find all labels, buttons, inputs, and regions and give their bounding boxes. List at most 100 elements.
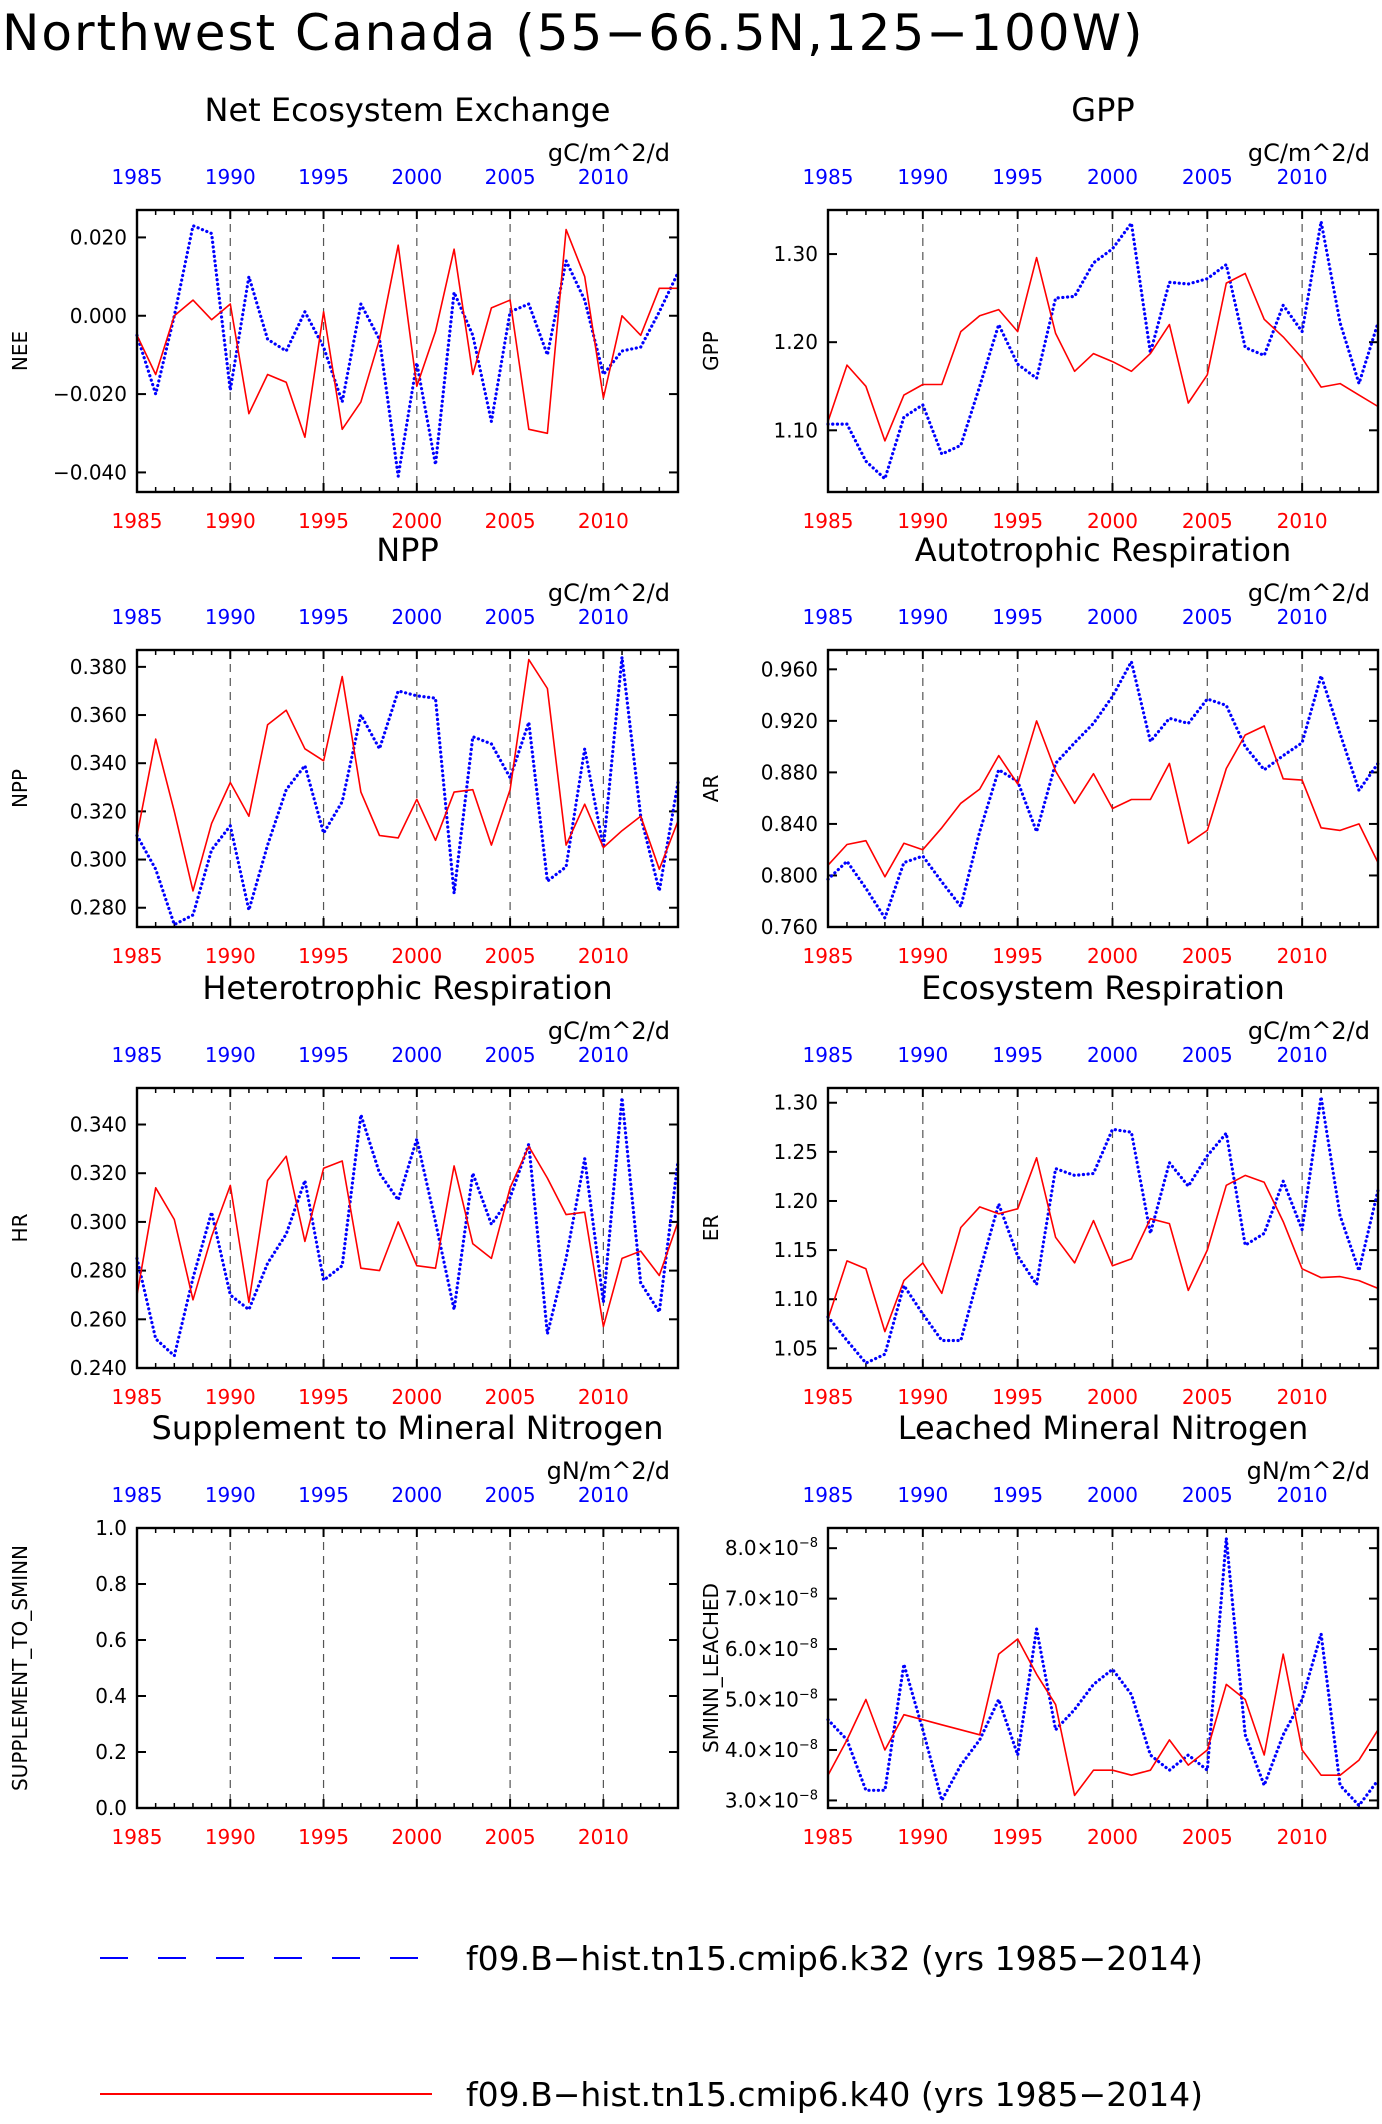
x-tick-label-bottom: 1985 bbox=[112, 509, 163, 533]
y-tick-label: 1.20 bbox=[773, 330, 818, 354]
x-tick-label-top: 1995 bbox=[992, 165, 1043, 189]
y-axis-label-er: ER bbox=[699, 1215, 723, 1242]
series-line-k40 bbox=[827, 256, 1379, 442]
x-tick-label-top: 1990 bbox=[205, 1043, 256, 1067]
x-tick-label-top: 2000 bbox=[1087, 605, 1138, 629]
y-axis-label-nee: NEE bbox=[8, 331, 32, 371]
x-tick-label-bottom: 1990 bbox=[205, 944, 256, 968]
x-tick-label-top: 2010 bbox=[1277, 1043, 1328, 1067]
y-tick-label: 0.340 bbox=[70, 1113, 127, 1137]
y-tick-label: 1.0 bbox=[95, 1516, 127, 1540]
y-axis-label-sminn-leached: SMINN_LEACHED bbox=[699, 1583, 723, 1753]
x-tick-label-bottom: 2005 bbox=[485, 944, 536, 968]
panel-title-nee: Net Ecosystem Exchange bbox=[205, 91, 611, 129]
x-tick-label-bottom: 1995 bbox=[298, 509, 349, 533]
panel-er: Ecosystem Respiration gC/m^2/d 1985 1985 199… bbox=[699, 969, 1380, 1409]
x-tick-label-bottom: 1985 bbox=[803, 1825, 854, 1849]
panel-title-ar: Autotrophic Respiration bbox=[915, 531, 1292, 569]
panels-group: Net Ecosystem Exchange gC/m^2/d 1985 1985 19… bbox=[8, 91, 1380, 1849]
x-tick-label-top: 2010 bbox=[1277, 605, 1328, 629]
x-tick-label-bottom: 1985 bbox=[803, 1385, 854, 1409]
x-tick-label-top: 2005 bbox=[1182, 605, 1233, 629]
series-line-k40 bbox=[136, 1145, 679, 1328]
y-tick-label: 1.10 bbox=[773, 1287, 818, 1311]
panel-units-sminn-leached: gN/m^2/d bbox=[1247, 1457, 1370, 1485]
panel-units-ar: gC/m^2/d bbox=[1248, 579, 1370, 607]
y-tick-label: 1.10 bbox=[773, 418, 818, 442]
y-tick-label: 6.0×10−8 bbox=[725, 1637, 818, 1661]
y-tick-label: 1.20 bbox=[773, 1189, 818, 1213]
x-tick-label-bottom: 1995 bbox=[298, 1385, 349, 1409]
x-tick-label-bottom: 2005 bbox=[1182, 944, 1233, 968]
legend-label-k32: f09.B−hist.tn15.cmip6.k32 (yrs 1985−2014… bbox=[466, 1939, 1203, 1978]
x-tick-label-bottom: 2000 bbox=[391, 1825, 442, 1849]
x-tick-label-top: 1995 bbox=[992, 1043, 1043, 1067]
x-tick-label-bottom: 2010 bbox=[578, 509, 629, 533]
x-tick-label-top: 2005 bbox=[485, 1483, 536, 1507]
series-line-k32 bbox=[826, 219, 1380, 481]
y-tick-label: 0.300 bbox=[70, 848, 127, 872]
y-tick-label: 0.320 bbox=[70, 799, 127, 823]
y-tick-label: 0.840 bbox=[761, 812, 818, 836]
panel-units-hr: gC/m^2/d bbox=[548, 1017, 670, 1045]
y-tick-label: 0.8 bbox=[95, 1572, 127, 1596]
x-tick-label-top: 1995 bbox=[298, 1043, 349, 1067]
x-tick-label-bottom: 2010 bbox=[1277, 1385, 1328, 1409]
x-tick-label-bottom: 2005 bbox=[485, 509, 536, 533]
series-line-k40 bbox=[827, 1157, 1379, 1333]
series-line-k40 bbox=[136, 228, 678, 439]
x-tick-label-top: 2005 bbox=[485, 165, 536, 189]
y-tick-label: −0.020 bbox=[53, 382, 127, 406]
y-tick-label: 0.6 bbox=[95, 1628, 127, 1652]
x-tick-label-bottom: 1995 bbox=[298, 1825, 349, 1849]
x-tick-label-bottom: 2010 bbox=[1277, 1825, 1328, 1849]
x-tick-label-bottom: 1985 bbox=[803, 509, 854, 533]
y-tick-label: 8.0×10−8 bbox=[725, 1536, 818, 1560]
panel-title-gpp: GPP bbox=[1071, 91, 1134, 129]
x-tick-label-top: 2000 bbox=[391, 605, 442, 629]
series-line-k40 bbox=[136, 658, 679, 892]
x-tick-label-bottom: 1990 bbox=[897, 1825, 948, 1849]
x-tick-label-top: 2000 bbox=[1087, 1043, 1138, 1067]
series-line-k32 bbox=[135, 224, 680, 478]
x-tick-label-top: 1985 bbox=[112, 1043, 163, 1067]
x-tick-label-top: 2005 bbox=[485, 605, 536, 629]
x-tick-label-top: 2000 bbox=[1087, 1483, 1138, 1507]
x-tick-label-bottom: 2005 bbox=[1182, 1825, 1233, 1849]
x-tick-label-top: 2010 bbox=[578, 1043, 629, 1067]
panel-supplement-to-sminn: Supplement to Mineral Nitrogen gN/m^2/d 19… bbox=[8, 1409, 680, 1849]
y-tick-label: 1.15 bbox=[773, 1238, 818, 1262]
plot-frame bbox=[826, 208, 1380, 494]
plot-frame bbox=[826, 1086, 1380, 1370]
y-tick-label: 0.320 bbox=[70, 1161, 127, 1185]
x-tick-label-bottom: 1990 bbox=[897, 1385, 948, 1409]
x-tick-label-top: 1985 bbox=[112, 605, 163, 629]
x-tick-label-bottom: 2010 bbox=[1277, 944, 1328, 968]
x-tick-label-top: 1990 bbox=[205, 165, 256, 189]
series-line-k32 bbox=[826, 659, 1380, 920]
x-tick-label-bottom: 2000 bbox=[1087, 1825, 1138, 1849]
x-tick-label-top: 2000 bbox=[391, 1043, 442, 1067]
panel-sminn-leached: Leached Mineral Nitrogen gN/m^2/d 1985 1985… bbox=[699, 1409, 1380, 1849]
x-tick-label-top: 1985 bbox=[112, 165, 163, 189]
x-tick-label-bottom: 2010 bbox=[578, 1825, 629, 1849]
y-tick-label: 0.280 bbox=[70, 1259, 127, 1283]
x-tick-label-bottom: 2000 bbox=[391, 1385, 442, 1409]
panel-units-nee: gC/m^2/d bbox=[548, 139, 670, 167]
x-tick-label-top: 2005 bbox=[1182, 1483, 1233, 1507]
y-tick-label: 0.800 bbox=[761, 863, 818, 887]
x-tick-label-bottom: 1990 bbox=[205, 1385, 256, 1409]
x-tick-label-bottom: 2000 bbox=[391, 944, 442, 968]
y-tick-label: 0.880 bbox=[761, 760, 818, 784]
x-tick-label-top: 2005 bbox=[1182, 1043, 1233, 1067]
x-tick-label-bottom: 1985 bbox=[112, 1385, 163, 1409]
x-tick-label-top: 1985 bbox=[803, 1483, 854, 1507]
x-tick-label-bottom: 2000 bbox=[1087, 1385, 1138, 1409]
x-tick-label-bottom: 1990 bbox=[897, 944, 948, 968]
y-tick-label: 0.2 bbox=[95, 1740, 127, 1764]
x-tick-label-top: 1995 bbox=[992, 605, 1043, 629]
legend: f09.B−hist.tn15.cmip6.k32 (yrs 1985−2014… bbox=[100, 1939, 1203, 2114]
x-tick-label-top: 1985 bbox=[803, 605, 854, 629]
panel-units-er: gC/m^2/d bbox=[1248, 1017, 1370, 1045]
panel-gpp: GPP gC/m^2/d 1985 1985 1990 1990 1995 1995 2000 2… bbox=[699, 91, 1380, 533]
